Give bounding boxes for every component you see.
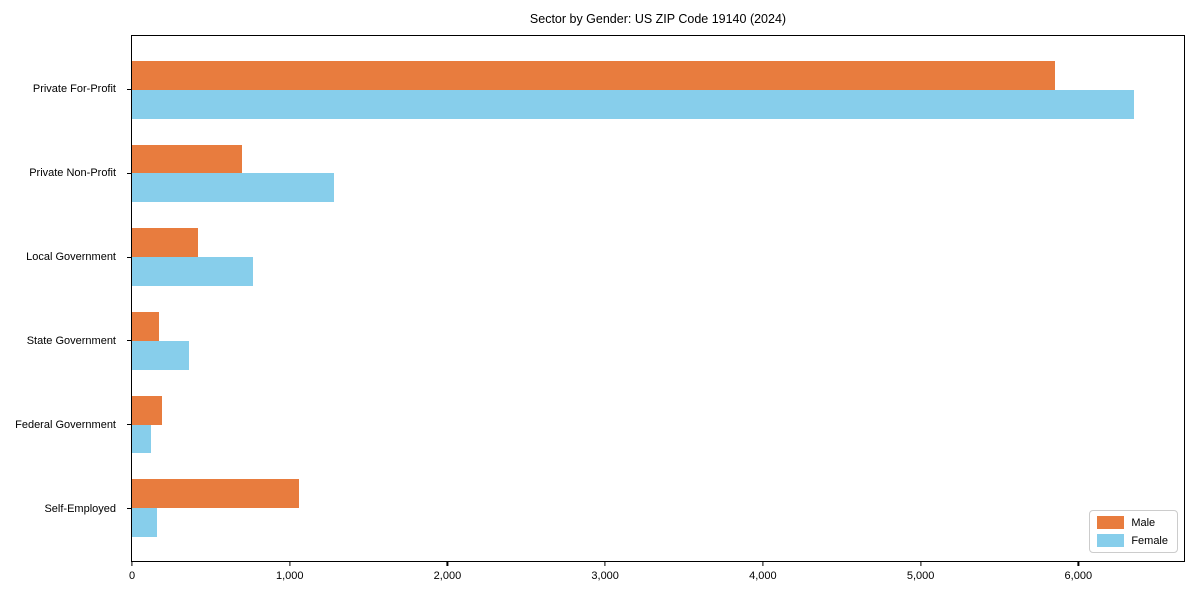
- ytick-label-federal-government: Federal Government: [15, 419, 116, 432]
- ytick-label-local-government: Local Government: [26, 251, 116, 264]
- bar-female-self-employed: [132, 508, 158, 538]
- y-axis-labels: Private For-Profit Private Non-Profit Loca…: [0, 35, 126, 562]
- ytick-label-private-non-profit: Private Non-Profit: [29, 167, 116, 180]
- legend-item-female: Female: [1097, 534, 1168, 547]
- xtick-mark-1000: [289, 562, 291, 566]
- xtick-mark-0: [131, 562, 133, 566]
- plot-area: Male Female 0 1,000 2,000 3,000 4,000 5,000 6,…: [127, 35, 1185, 582]
- chart-title: Sector by Gender: US ZIP Code 19140 (202…: [529, 12, 787, 26]
- xtick-label-6000: 6,000: [1064, 570, 1093, 582]
- bar-female-private-non-profit: [132, 173, 334, 203]
- ytick-label-state-government: State Government: [26, 335, 116, 348]
- ytick-mark-federal-government: [127, 423, 131, 426]
- bar-female-federal-government: [132, 424, 151, 454]
- male-swatch-icon: [1097, 516, 1125, 529]
- ytick-mark-self-employed: [127, 507, 131, 509]
- female-swatch-icon: [1097, 534, 1125, 547]
- xtick-label-0: 0: [128, 570, 136, 582]
- ytick-mark-private-non-profit: [127, 172, 131, 175]
- xtick-mark-2000: [446, 562, 449, 566]
- xtick-label-3000: 3,000: [591, 570, 619, 582]
- xtick-label-5000: 5,000: [906, 570, 935, 582]
- xtick-mark-4000: [762, 562, 764, 566]
- ytick-label-self-employed: Self-Employed: [44, 503, 116, 516]
- legend-label-male: Male: [1131, 516, 1156, 529]
- bar-male-local-government: [132, 228, 199, 258]
- legend-label-female: Female: [1131, 534, 1168, 547]
- bar-male-private-for-profit: [132, 60, 1055, 90]
- bar-female-private-for-profit: [132, 89, 1134, 119]
- xtick-mark-3000: [604, 562, 606, 566]
- xtick-label-1000: 1,000: [275, 570, 304, 582]
- bar-male-federal-government: [132, 395, 162, 425]
- xtick-label-4000: 4,000: [749, 570, 777, 582]
- xtick-mark-5000: [920, 562, 922, 566]
- bar-female-local-government: [132, 257, 254, 287]
- legend-item-male: Male: [1097, 516, 1168, 529]
- bar-male-private-non-profit: [132, 144, 243, 174]
- legend: Male Female: [1089, 510, 1178, 553]
- ytick-mark-state-government: [127, 340, 131, 342]
- xtick-label-2000: 2,000: [433, 570, 462, 582]
- bar-male-state-government: [132, 311, 159, 341]
- bar-female-state-government: [132, 340, 189, 370]
- bar-male-self-employed: [132, 479, 300, 509]
- ytick-mark-local-government: [127, 256, 131, 258]
- ytick-label-private-for-profit: Private For-Profit: [32, 83, 116, 96]
- xtick-mark-6000: [1077, 562, 1079, 566]
- ytick-mark-private-for-profit: [127, 89, 131, 91]
